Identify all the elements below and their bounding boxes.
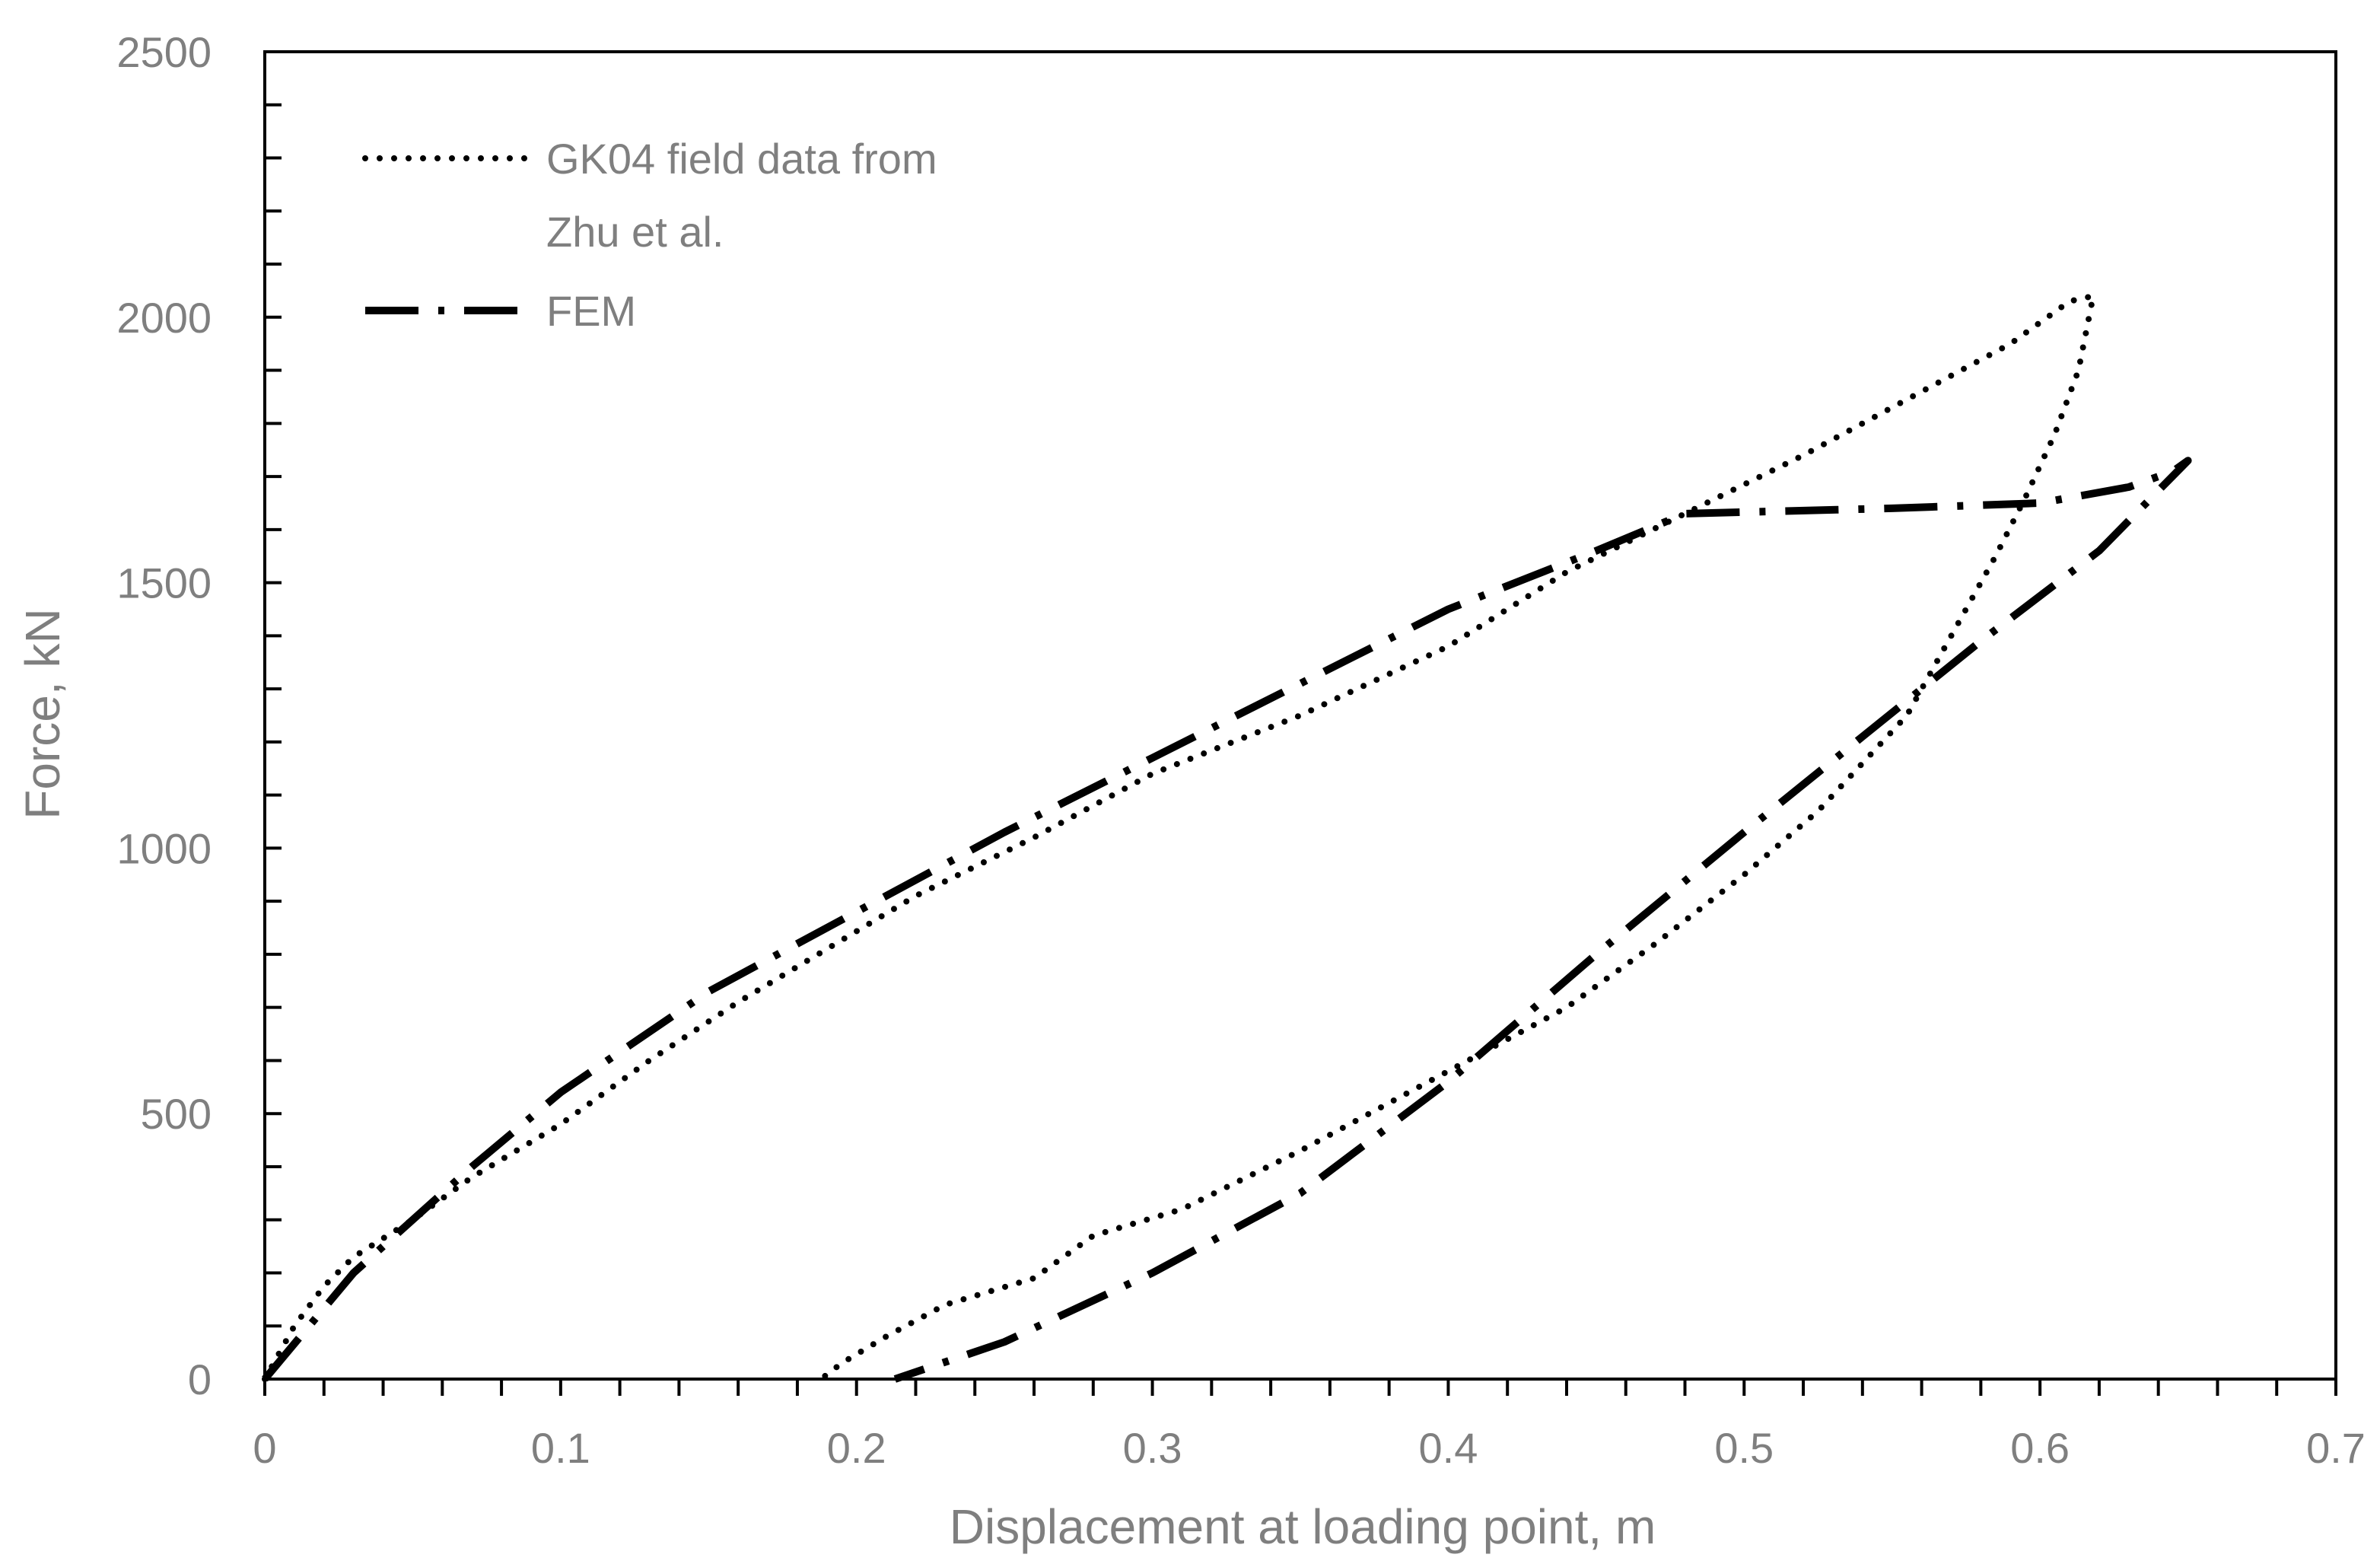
plot-frame <box>263 50 2337 1381</box>
x-tick-label: 0.6 <box>2010 1424 2070 1472</box>
y-tick-label: 2500 <box>116 28 212 76</box>
y-tick-label: 0 <box>188 1355 212 1403</box>
legend-label-field-data-line2: Zhu et al. <box>546 208 724 256</box>
y-axis-title: Force, kN <box>15 608 70 819</box>
x-tick-label: 0.1 <box>531 1424 590 1472</box>
axes: 0 500 1000 1500 2000 2500 0 0.1 0.2 0.3 0.4 0.5 0.6 0… <box>116 28 2366 1472</box>
y-tick-label: 1500 <box>116 559 212 607</box>
legend-label-field-data-line1: GK04 field data from <box>546 135 937 183</box>
x-axis-title: Displacement at loading point, m <box>950 1499 1656 1554</box>
legend: GK04 field data from Zhu et al. FEM <box>362 135 937 335</box>
series-layer <box>262 292 2192 1383</box>
y-tick-label: 500 <box>141 1090 212 1138</box>
series-fem-line <box>262 457 2192 1383</box>
y-tick-label: 2000 <box>116 294 212 342</box>
x-tick-label: 0.3 <box>1123 1424 1182 1472</box>
series-field-data-line <box>262 292 2097 1382</box>
x-tick-label: 0.7 <box>2306 1424 2366 1472</box>
legend-label-fem: FEM <box>546 287 636 335</box>
x-tick-label: 0.5 <box>1714 1424 1774 1472</box>
x-tick-label: 0.4 <box>1418 1424 1478 1472</box>
x-tick-label: 0.2 <box>827 1424 886 1472</box>
x-tick-label: 0 <box>253 1424 276 1472</box>
y-tick-label: 1000 <box>116 824 212 872</box>
